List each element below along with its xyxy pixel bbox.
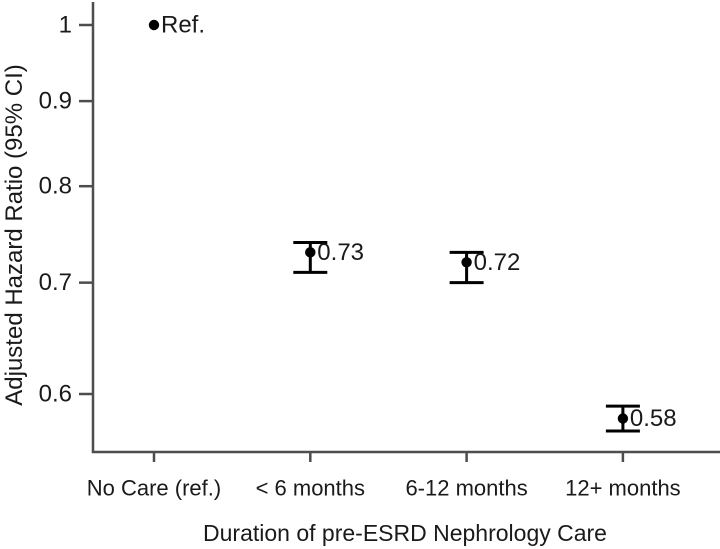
y-tick-label: 0.9 (39, 88, 72, 115)
point-marker (305, 247, 316, 258)
y-axis-title: Adjusted Hazard Ratio (95% CI) (1, 64, 28, 405)
estimate-point: 0.58 (605, 404, 677, 433)
x-category-label: < 6 months (256, 476, 365, 501)
point-marker (461, 257, 472, 268)
estimate-point: 0.73 (293, 239, 364, 274)
x-category-label: 12+ months (565, 476, 681, 501)
axes-layer: 1 0.9 0.8 0.7 0.6 No Care (ref.) < 6 months 6-1… (39, 2, 720, 501)
y-tick-label: 0.6 (39, 381, 72, 408)
reference-point: Ref. (148, 12, 205, 39)
point-value-label: 0.73 (317, 239, 364, 266)
y-tick-label: 0.7 (39, 269, 72, 296)
x-category-label: No Care (ref.) (87, 476, 221, 501)
y-tick-label: 0.8 (39, 173, 72, 200)
estimate-point: 0.72 (449, 249, 521, 285)
point-marker (148, 19, 160, 31)
y-tick-label: 1 (59, 12, 72, 39)
x-axis-title: Duration of pre-ESRD Nephrology Care (203, 520, 607, 546)
point-value-label: Ref. (161, 12, 205, 39)
point-value-label: 0.58 (630, 405, 677, 432)
data-series-layer: Ref. 0.73 0.72 0.58 (148, 12, 677, 433)
x-category-label: 6-12 months (405, 476, 527, 501)
point-marker (617, 413, 629, 424)
point-value-label: 0.72 (474, 249, 521, 276)
